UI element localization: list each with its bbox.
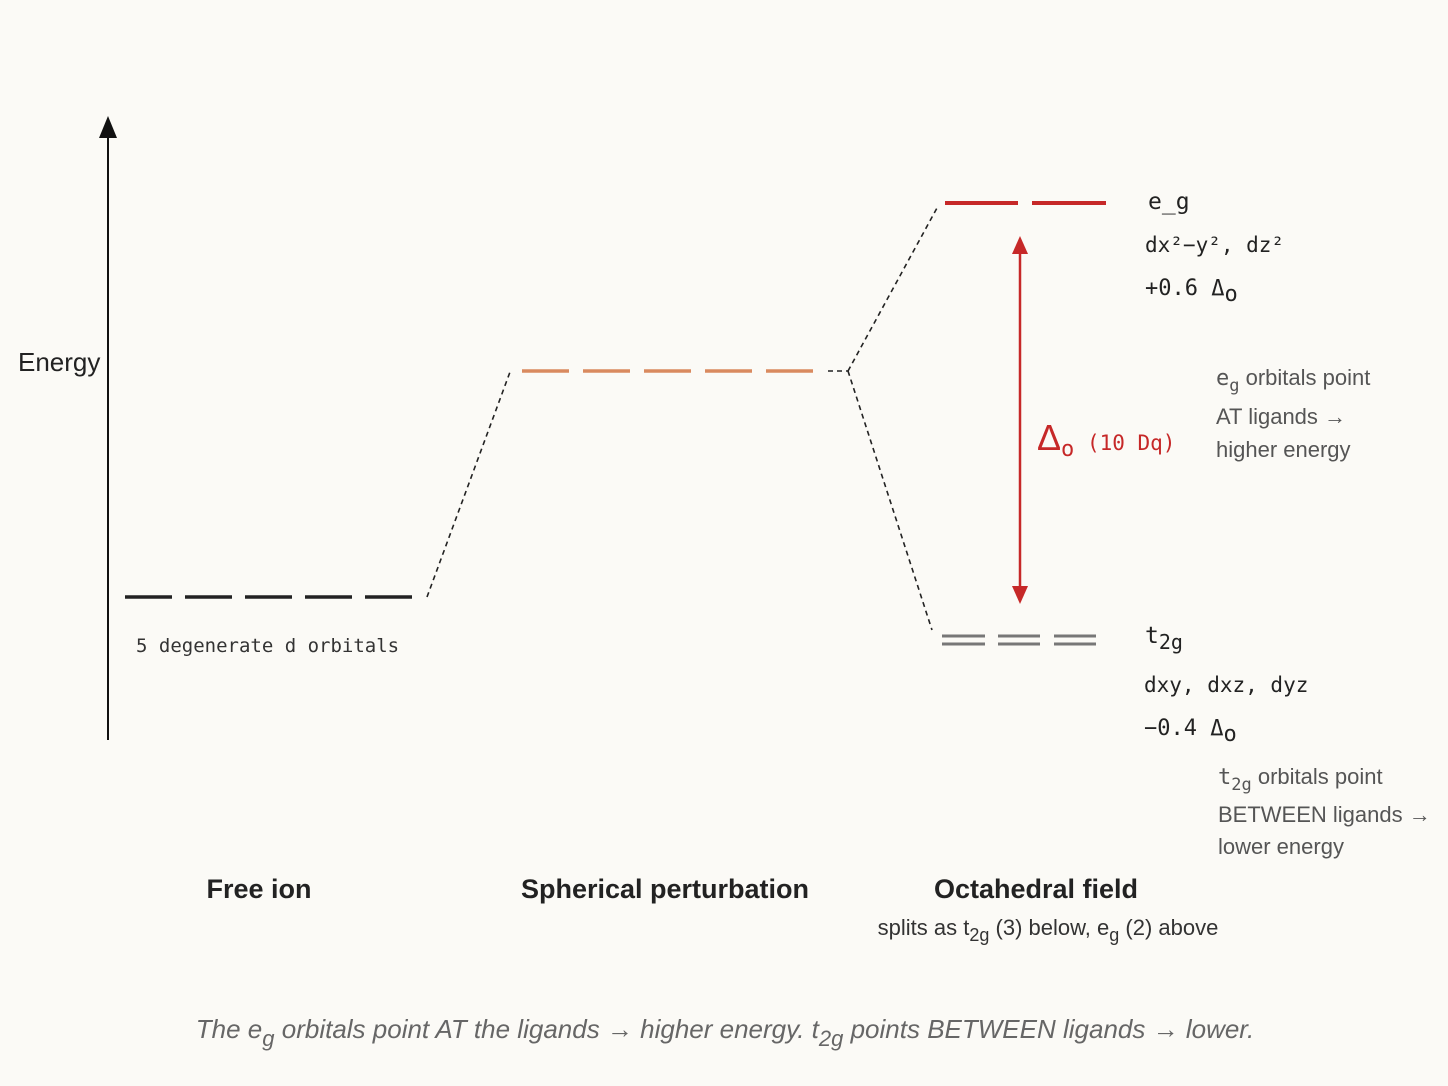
arrowhead	[1012, 236, 1028, 254]
t2g-note-sym: t	[1218, 765, 1231, 790]
t2g-name-main: t	[1145, 623, 1159, 649]
splitting-sub: o	[1061, 437, 1074, 462]
caption: The eg orbitals point AT the ligands → h…	[196, 1014, 1254, 1051]
eg-energy-sub: o	[1224, 282, 1237, 307]
eg-note-line: orbitals point	[1240, 365, 1371, 390]
t2g-note: t2g orbitals point	[1218, 764, 1383, 795]
eg-energy: +0.6 Δo	[1145, 276, 1238, 307]
eg-note: eg orbitals point	[1216, 365, 1370, 396]
t2g-name: t2g	[1145, 623, 1183, 654]
t2g-note-line: orbitals point	[1252, 764, 1383, 789]
caption-part: The e	[196, 1014, 263, 1044]
note-part: (2) above	[1119, 915, 1218, 940]
splitting-text: (10 Dq)	[1074, 431, 1175, 455]
free-ion-note: 5 degenerate d orbitals	[136, 635, 399, 657]
note-sub: 2g	[969, 925, 989, 945]
eg-orbitals: dx²−y², dz²	[1145, 233, 1284, 257]
stage-label: Free ion	[206, 874, 311, 904]
t2g-levels	[942, 634, 1096, 646]
connector	[847, 207, 938, 372]
axis-arrowhead	[99, 116, 117, 138]
note-sub: g	[1109, 925, 1119, 945]
eg-note-sym: e	[1216, 366, 1229, 391]
caption-sub: g	[262, 1026, 275, 1051]
t2g-note-sub: 2g	[1231, 775, 1251, 795]
t2g-note-line: BETWEEN ligands →	[1218, 802, 1431, 827]
axis-label: Energy	[18, 347, 100, 377]
stage-label: Spherical perturbation	[521, 874, 809, 904]
eg-energy-value: +0.6 Δ	[1145, 276, 1224, 301]
note-part: splits as t	[878, 915, 970, 940]
octahedral-note: splits as t2g (3) below, eg (2) above	[878, 915, 1219, 945]
eg-note-line: AT ligands →	[1216, 404, 1346, 429]
t2g-energy-sub: o	[1223, 722, 1236, 747]
t2g-name-sub: 2g	[1159, 630, 1183, 654]
connector	[847, 370, 933, 631]
stage-label: Octahedral field	[934, 874, 1138, 904]
connector	[426, 371, 511, 598]
eg-note-line: higher energy	[1216, 437, 1351, 462]
t2g-orbitals: dxy, dxz, dyz	[1144, 673, 1308, 697]
arrowhead	[1012, 586, 1028, 604]
note-part: (3) below, e	[989, 915, 1109, 940]
caption-part: points BETWEEN ligands → lower.	[843, 1014, 1254, 1044]
t2g-note-line: lower energy	[1218, 834, 1344, 859]
connectors	[426, 207, 938, 631]
splitting-label: Δo (10 Dq)	[1037, 417, 1175, 462]
caption-part: orbitals point AT the ligands → higher e…	[275, 1014, 821, 1044]
t2g-energy: −0.4 Δo	[1144, 716, 1237, 747]
t2g-energy-value: −0.4 Δ	[1144, 716, 1223, 741]
splitting-symbol: Δ	[1037, 417, 1061, 458]
caption-sub: 2g	[818, 1026, 844, 1051]
eg-note-sub: g	[1229, 376, 1239, 396]
eg-name: e_g	[1148, 189, 1190, 215]
